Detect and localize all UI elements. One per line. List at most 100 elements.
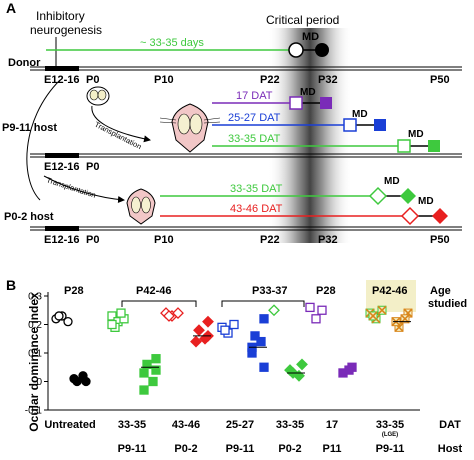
data-points	[51, 302, 413, 395]
p9-bar-17-filled-square	[320, 97, 332, 109]
p9-bar-25-md: MD	[352, 109, 368, 120]
bracket-p33	[221, 300, 305, 307]
critical-period-band	[268, 28, 352, 243]
p0-tick-p0: P0	[86, 234, 99, 246]
donor-tick-p50: P50	[430, 74, 450, 86]
p0-bar-33-label: 33-35 DAT	[230, 183, 283, 195]
transplant-label-p9: Transplantation	[93, 120, 143, 151]
y-axis-label: Ocular dominance index	[27, 292, 41, 432]
transplant-label-p0: Transplantation	[45, 175, 97, 199]
p0-bar-33-open-diamond	[368, 186, 388, 206]
row-label-p9-host: P9-11 host	[2, 122, 57, 134]
donor-tick-p32: P32	[318, 74, 338, 86]
donor-tick-p10: P10	[154, 74, 174, 86]
p9-bar-17-label: 17 DAT	[236, 90, 273, 102]
x-label-host-3: P9-11	[226, 443, 255, 455]
donor-tick-p22: P22	[260, 74, 280, 86]
p0-timeline	[30, 226, 462, 231]
transplant-curve-p0	[26, 79, 61, 201]
filled-point	[202, 315, 214, 328]
x-label-host: Host	[438, 443, 463, 455]
x-label-dat-5: 17	[326, 419, 338, 431]
p0-bar-33-md: MD	[384, 176, 400, 187]
p0-bar-43-label: 43-46 DAT	[230, 203, 283, 215]
x-label-host-6: P9-11	[376, 443, 405, 455]
transplant-arrow-p9	[91, 105, 151, 143]
filled-point	[344, 365, 354, 375]
row-label-donor: Donor	[8, 57, 41, 69]
x-label-dat-6: 33-35	[376, 419, 404, 431]
open-point	[54, 311, 64, 321]
donor-md-label: MD	[302, 31, 319, 43]
transplant-arrow-p0	[43, 175, 125, 203]
filled-point	[148, 376, 158, 387]
filled-point	[151, 354, 161, 364]
x-label-dat-2: 43-46	[172, 419, 200, 431]
open-point	[368, 311, 378, 321]
p9-bar-33-open-square	[397, 139, 411, 153]
open-point	[311, 314, 321, 324]
p0-tick-p50: P50	[430, 234, 450, 246]
age-label-1: P42-46	[136, 285, 171, 297]
filled-point	[139, 368, 149, 378]
p9-bar-33-md: MD	[408, 129, 424, 140]
p9-bar-25-filled-square	[374, 119, 386, 131]
filled-point	[256, 336, 266, 347]
age-studied-line1: Age	[430, 285, 451, 297]
x-label-host-1: P9-11	[118, 443, 147, 455]
filled-point	[78, 371, 88, 381]
donor-tick-p0: P0	[86, 74, 99, 86]
x-label-dat-0: Untreated	[44, 419, 95, 431]
x-label-dat: DAT	[439, 419, 461, 431]
filled-point	[139, 385, 149, 395]
panel-a-label: A	[6, 0, 16, 16]
x-label-host-2: P0-2	[174, 443, 197, 455]
y-tick-label: 0	[36, 377, 42, 388]
p0-bar-43-filled-diamond	[432, 208, 448, 224]
open-point	[220, 325, 230, 335]
panel-b-label: B	[6, 277, 16, 293]
donor-brain-icon	[86, 86, 110, 106]
x-label-lge: (LGE)	[382, 432, 398, 438]
bracket-p42	[121, 300, 197, 307]
p9-tick-p0: P0	[86, 161, 99, 173]
p9-bar-33-filled-square	[428, 140, 440, 152]
x-label-host-5: P11	[323, 443, 342, 455]
x-label-dat-1: 33-35	[118, 419, 146, 431]
filled-point	[259, 314, 269, 324]
donor-tick-e12: E12-16	[44, 74, 79, 86]
p0-tick-e12: E12-16	[44, 234, 79, 246]
plot-axes: 0.3 0.2 0.1 0 -0.1	[25, 292, 420, 417]
filled-point	[259, 362, 269, 372]
p0-bar-33-filled-diamond	[400, 188, 416, 204]
donor-timeline	[30, 66, 462, 71]
filled-point	[190, 335, 202, 348]
filled-point	[193, 324, 205, 337]
p0-bar-43-md: MD	[418, 196, 434, 207]
p9-bar-25-label: 25-27 DAT	[228, 112, 281, 124]
mouse-head-icon-p0	[126, 188, 156, 225]
age-label-2: P33-37	[252, 285, 287, 297]
x-label-host-4: P0-2	[278, 443, 301, 455]
age-label-3: P28	[316, 285, 336, 297]
filled-point	[247, 348, 257, 358]
y-tick-label: -0.1	[25, 406, 43, 417]
open-point	[172, 307, 184, 320]
open-point	[116, 308, 126, 318]
y-tick-label: 0.3	[28, 292, 42, 303]
open-point	[305, 302, 315, 313]
p9-bar-25-open-square	[343, 118, 357, 132]
filled-point	[250, 331, 260, 341]
x-labels: Untreated 33-35 43-46 25-27 33-35 17 33-…	[44, 419, 462, 455]
x-label-dat-4: 33-35	[276, 419, 304, 431]
open-point	[163, 310, 175, 322]
inhibitory-neurogenesis-line2: neurogenesis	[30, 23, 102, 37]
mouse-head-icon-p9	[159, 103, 221, 153]
inhibitory-neurogenesis-line1: Inhibitory	[36, 9, 85, 23]
p9-bar-33-label: 33-35 DAT	[228, 133, 281, 145]
p9-tick-e12: E12-16	[44, 161, 79, 173]
filled-point	[69, 373, 79, 384]
y-tick-label: 0.1	[28, 349, 42, 360]
p0-tick-p22: P22	[260, 234, 280, 246]
